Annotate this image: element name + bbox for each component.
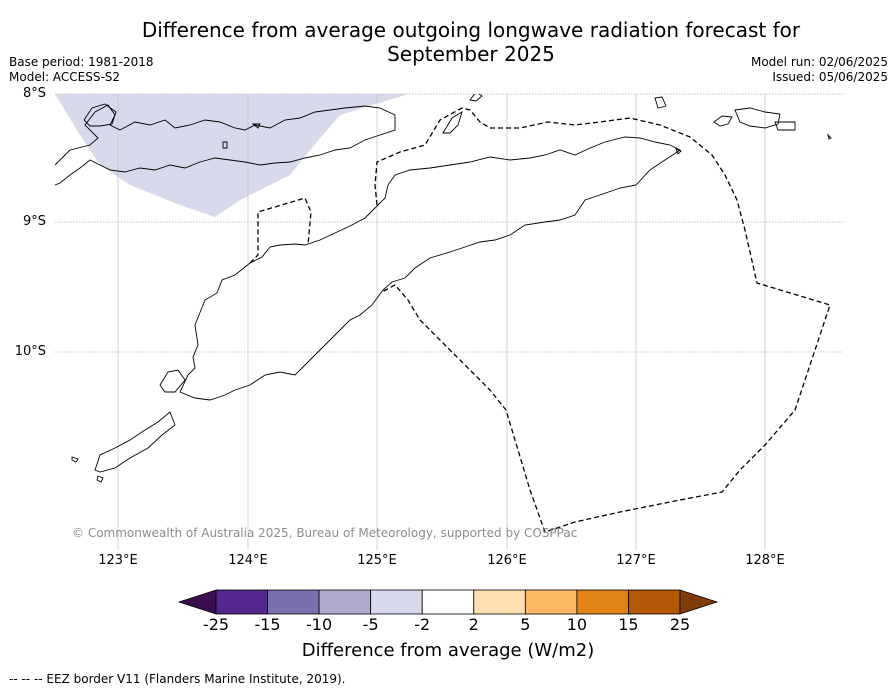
island-north-2 xyxy=(654,96,667,109)
meta-left: Base period: 1981-2018 Model: ACCESS-S2 xyxy=(9,55,154,85)
lon-label-123e: 123°E xyxy=(98,553,138,568)
colorbar-tick-label: -2 xyxy=(414,615,431,634)
model-name: Model: ACCESS-S2 xyxy=(9,70,121,84)
lon-label-124e: 124°E xyxy=(228,553,268,568)
eez-footnote: -- -- -- EEZ border V11 (Flanders Marine… xyxy=(9,672,346,686)
page-title: Difference from average outgoing longwav… xyxy=(141,18,801,66)
lon-label-128e: 128°E xyxy=(745,553,785,568)
island-savu xyxy=(71,456,79,463)
anomaly-region xyxy=(55,94,408,217)
island-small-2 xyxy=(827,133,832,140)
island-small-1 xyxy=(96,475,104,483)
island-rote xyxy=(159,369,186,393)
colorbar-tick-label: 15 xyxy=(618,615,639,634)
colorbar-tick-label: 10 xyxy=(566,615,588,634)
lat-label-10s: 10°S xyxy=(14,344,46,359)
model-run: Model run: 02/06/2025 xyxy=(750,55,888,69)
lon-label-127e: 127°E xyxy=(616,553,656,568)
island-small-3 xyxy=(675,148,682,155)
island-east-1 xyxy=(774,121,796,131)
island-alor xyxy=(83,103,117,127)
lon-gridlines xyxy=(117,94,766,550)
lat-gridlines xyxy=(55,93,843,353)
colorbar-tick-label: -15 xyxy=(254,615,281,634)
colorbar-tick-label: 25 xyxy=(669,615,691,634)
lat-label-9s: 9°S xyxy=(22,214,46,229)
island-small-4 xyxy=(222,141,228,149)
island-babar xyxy=(713,115,733,127)
island-north-1 xyxy=(469,94,483,102)
colorbar-tick-label: 2 xyxy=(468,615,479,634)
colorbar-tick-label: -25 xyxy=(202,615,230,634)
island-damar xyxy=(734,107,781,129)
colorbar-label: Difference from average (W/m2) xyxy=(301,640,595,661)
lon-label-125e: 125°E xyxy=(357,553,397,568)
island-small-5 xyxy=(251,123,261,129)
island-timor xyxy=(179,136,681,401)
colorbar-tick-label: -10 xyxy=(306,615,333,634)
lat-label-8s: 8°S xyxy=(22,86,46,101)
eez-border-oecusse xyxy=(249,197,312,264)
colorbar-tick-label: 5 xyxy=(520,615,531,634)
island-sumba-tip xyxy=(94,411,176,473)
issued-date: Issued: 05/06/2025 xyxy=(772,70,888,84)
island-flores-coast xyxy=(55,104,396,186)
island-wetar-west xyxy=(442,111,463,134)
base-period: Base period: 1981-2018 xyxy=(9,55,154,69)
lon-label-126e: 126°E xyxy=(487,553,527,568)
copyright-notice: © Commonwealth of Australia 2025, Bureau… xyxy=(72,526,578,540)
meta-right: Model run: 02/06/2025 Issued: 05/06/2025 xyxy=(751,55,888,85)
colorbar-tick-label: -5 xyxy=(362,615,379,634)
eez-border-main xyxy=(374,107,831,533)
